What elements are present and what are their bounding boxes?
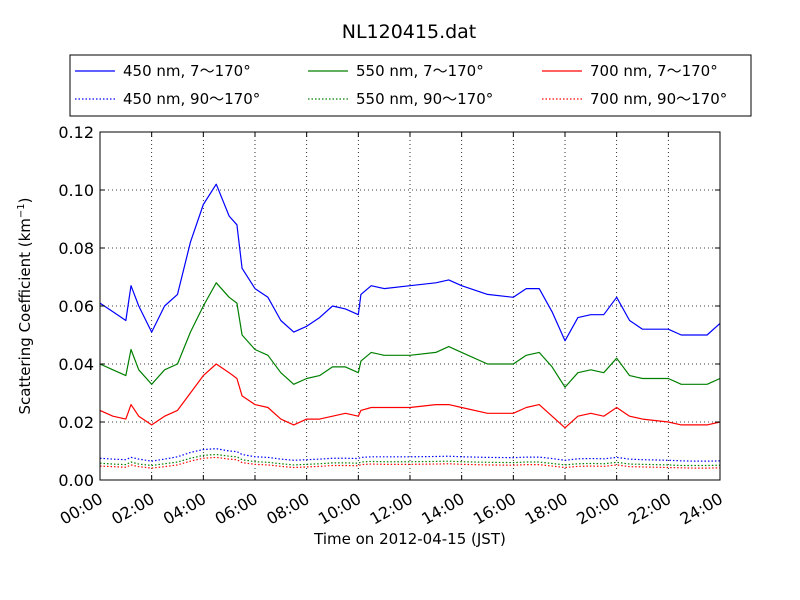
series-line-4 — [99, 453, 721, 467]
x-axis: 00:00 02:00 04:00 06:00 08:00 10:00 12:00 14:00… — [57, 132, 726, 529]
legend: 450 nm, 7～170° 550 nm, 7～170° 700 nm, 7～17… — [69, 54, 752, 117]
y-tick-label: 0.10 — [58, 181, 94, 200]
x-axis-label: Time on 2012-04-15 (JST) — [313, 530, 506, 548]
x-tick-label: 16:00 — [470, 489, 519, 529]
x-tick-label: 10:00 — [315, 489, 364, 529]
y-tick-label: 0.02 — [58, 413, 94, 432]
legend-label-5: 700 nm, 90～170° — [590, 90, 727, 108]
series-line-2 — [99, 363, 721, 429]
legend-label-3: 450 nm, 90～170° — [123, 90, 260, 108]
x-tick-label: 06:00 — [212, 489, 261, 529]
y-axis-label-close: ) — [16, 197, 34, 203]
x-tick-label: 20:00 — [573, 489, 622, 529]
x-tick-label: 18:00 — [522, 489, 571, 529]
x-tick-label: 00:00 — [57, 489, 106, 529]
series-group — [99, 183, 721, 469]
y-tick-label: 0.08 — [58, 239, 94, 258]
x-tick-label: 08:00 — [263, 489, 312, 529]
series-line-3 — [99, 448, 721, 462]
y-axis-label-main: Scattering Coefficient (km — [16, 218, 34, 414]
chart-title: NL120415.dat — [342, 21, 477, 43]
legend-label-0: 450 nm, 7～170° — [123, 62, 251, 80]
y-axis: 0.00 0.02 0.04 0.06 0.08 0.10 0.12 — [58, 123, 720, 490]
y-tick-label: 0.04 — [58, 355, 94, 374]
series-line-1 — [99, 282, 721, 388]
x-tick-label: 14:00 — [418, 489, 467, 529]
x-tick-label: 12:00 — [367, 489, 416, 529]
series-line-0 — [99, 183, 721, 342]
y-tick-label: 0.00 — [58, 471, 94, 490]
x-tick-label: 02:00 — [108, 489, 157, 529]
y-axis-label-sup: −1 — [16, 203, 27, 218]
x-tick-label: 04:00 — [160, 489, 209, 529]
y-axis-label: Scattering Coefficient (km−1) — [16, 197, 34, 414]
legend-box — [69, 54, 752, 117]
y-tick-label: 0.06 — [58, 297, 94, 316]
legend-label-4: 550 nm, 90～170° — [356, 90, 493, 108]
y-tick-label: 0.12 — [58, 123, 94, 142]
series-line-5 — [99, 456, 721, 469]
legend-label-2: 700 nm, 7～170° — [590, 62, 718, 80]
x-tick-label: 22:00 — [625, 489, 674, 529]
grid — [100, 132, 720, 480]
x-tick-label: 24:00 — [677, 489, 726, 529]
legend-label-1: 550 nm, 7～170° — [356, 62, 484, 80]
